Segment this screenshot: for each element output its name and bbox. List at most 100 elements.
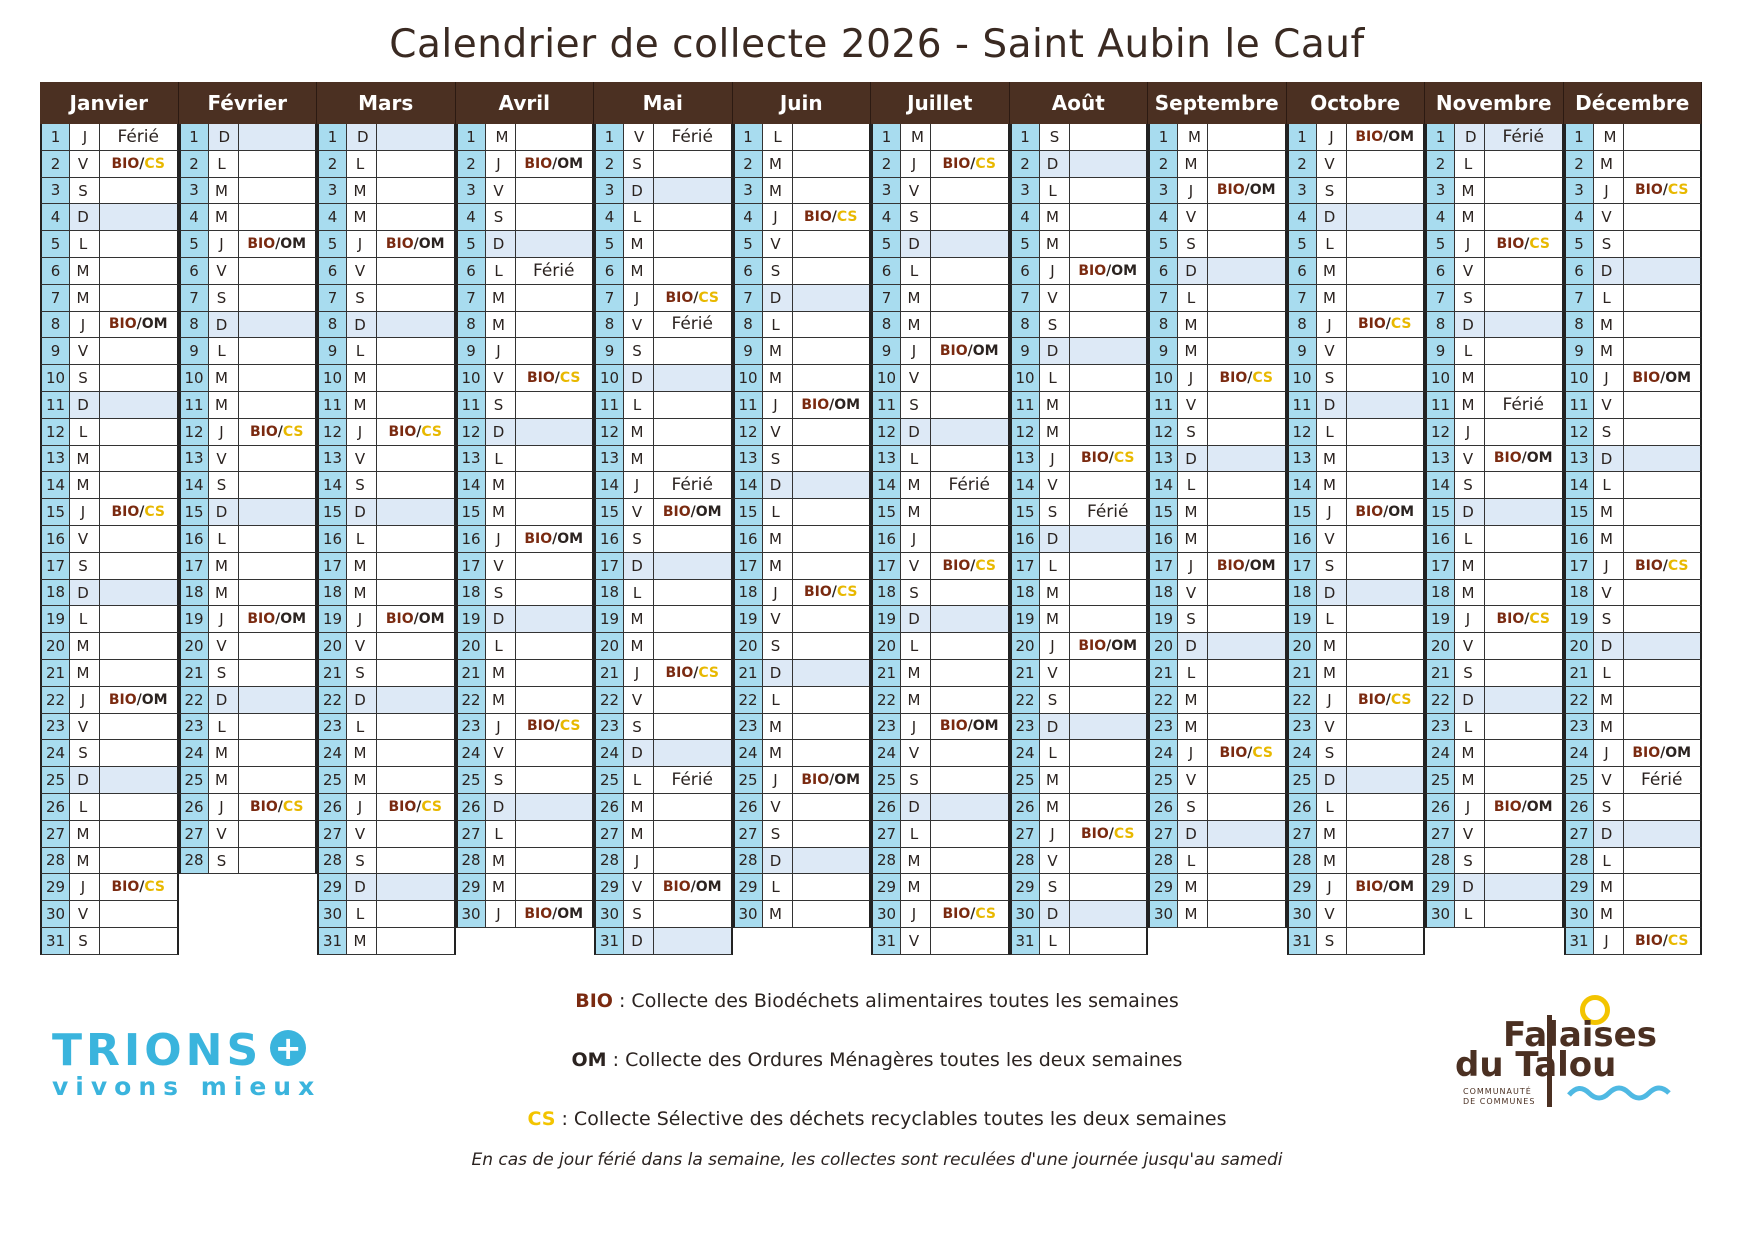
day-number: 30 <box>732 901 763 928</box>
collection-cell: Férié <box>100 124 179 151</box>
day-number: 4 <box>1563 204 1594 232</box>
day-number: 28 <box>1563 847 1594 875</box>
collection-code: BIO/OM <box>1216 557 1276 574</box>
day-number: 13 <box>871 445 901 473</box>
weekday-cell <box>70 124 100 151</box>
day-number: 16 <box>178 525 209 553</box>
day-row: 11 <box>1563 391 1702 419</box>
collection-cell <box>1623 659 1702 687</box>
day-row: 31 <box>871 927 1010 955</box>
logo-sub1: COMMUNAUTÉ <box>1463 1087 1532 1096</box>
weekday-cell <box>624 820 654 848</box>
collection-cell <box>238 820 317 848</box>
weekday-cell <box>1316 927 1347 955</box>
day-row: 22 <box>594 686 733 714</box>
collection-cell <box>792 257 871 285</box>
collection-cell: BIO/OM <box>1208 552 1287 580</box>
weekday-cell <box>624 204 654 232</box>
collection-code: BIO/OM <box>385 611 445 628</box>
weekday-cell <box>1178 740 1208 768</box>
day-row: 13 <box>1148 445 1287 473</box>
day-number: 21 <box>1286 659 1317 687</box>
collection-cell <box>1208 525 1287 553</box>
day-number: 5 <box>1425 231 1455 258</box>
day-row: 10 BIO/CS <box>455 365 594 392</box>
day-row: 13 <box>871 445 1010 473</box>
day-number: 22 <box>871 686 901 714</box>
day-row: 10 <box>732 365 871 392</box>
day-number: 28 <box>40 847 70 875</box>
collection-cell: BIO/OM <box>100 311 179 339</box>
collection-cell <box>377 177 456 205</box>
weekday-cell <box>208 311 239 339</box>
day-row: 18 <box>455 579 594 607</box>
day-number: 31 <box>1563 927 1594 955</box>
collection-code: BIO/OM <box>1493 798 1553 815</box>
day-row: 12 <box>455 418 594 446</box>
day-number: 3 <box>1425 177 1455 205</box>
day-number: 27 <box>1009 820 1040 848</box>
weekday-cell <box>1455 391 1485 419</box>
collection-code: BIO/CS <box>803 584 858 601</box>
collection-cell: BIO/CS <box>931 552 1010 580</box>
day-row: 21 <box>455 659 594 687</box>
weekday-cell <box>70 338 100 366</box>
collection-cell <box>1623 204 1702 232</box>
collection-cell: Férié <box>1485 124 1564 151</box>
weekday-cell <box>70 820 100 848</box>
weekday-cell <box>1455 284 1485 312</box>
day-row: 6 <box>732 257 871 285</box>
collection-code: BIO/OM <box>939 343 999 360</box>
day-number: 23 <box>871 713 901 741</box>
day-row: 4 BIO/CS <box>732 204 871 232</box>
day-number: 16 <box>1563 525 1594 553</box>
weekday-cell <box>762 391 793 419</box>
day-row: 17 <box>40 552 179 580</box>
collection-cell <box>931 525 1010 553</box>
collection-cell <box>1346 445 1425 473</box>
day-number: 16 <box>594 525 624 553</box>
day-row: 12 BIO/CS <box>317 418 456 446</box>
weekday-cell <box>208 820 239 848</box>
day-number: 18 <box>1286 579 1317 607</box>
weekday-cell <box>347 740 377 768</box>
collection-cell <box>1623 418 1702 446</box>
day-row: 26 <box>40 793 179 821</box>
weekday-cell <box>1455 552 1485 580</box>
day-row: 16 <box>1563 525 1702 553</box>
collection-cell <box>1208 579 1287 607</box>
collection-cell <box>100 445 179 473</box>
month-column: Juin 1 2 3 4 BIO/CS 5 6 7 8 9 10 11 BIO/OM 12 13 14 15 16 1… <box>732 82 871 955</box>
day-row: 15 <box>732 499 871 526</box>
day-number: 4 <box>594 204 624 232</box>
day-number: 16 <box>1425 525 1455 553</box>
day-number: 25 <box>1009 767 1040 794</box>
day-row: 18 <box>594 579 733 607</box>
day-row: 31 <box>1286 927 1425 955</box>
collection-code: BIO/OM <box>1355 504 1415 521</box>
weekday-cell <box>1455 901 1485 928</box>
weekday-cell <box>208 231 239 258</box>
collection-code: BIO/CS <box>942 557 996 574</box>
day-row: 8 BIO/OM <box>40 311 179 339</box>
day-row: 9 BIO/OM <box>871 338 1010 366</box>
collection-cell <box>1623 472 1702 500</box>
collection-cell <box>792 633 871 660</box>
day-row: 31 BIO/CS <box>1563 927 1702 955</box>
day-row: 14 <box>455 472 594 500</box>
day-row: 6 <box>317 257 456 285</box>
weekday-cell <box>208 633 239 660</box>
day-row: 12 <box>1009 418 1148 446</box>
collection-cell <box>654 713 733 741</box>
day-number: 22 <box>732 686 763 714</box>
collection-code: BIO/OM <box>1632 745 1692 762</box>
day-row: 6 <box>1286 257 1425 285</box>
weekday-cell <box>762 740 793 768</box>
collection-cell <box>1208 499 1287 526</box>
collection-cell <box>1346 257 1425 285</box>
day-number: 17 <box>594 552 624 580</box>
weekday-cell <box>1316 552 1347 580</box>
collection-cell <box>1485 150 1564 178</box>
collection-cell <box>515 338 594 366</box>
day-number: 25 <box>871 767 901 794</box>
